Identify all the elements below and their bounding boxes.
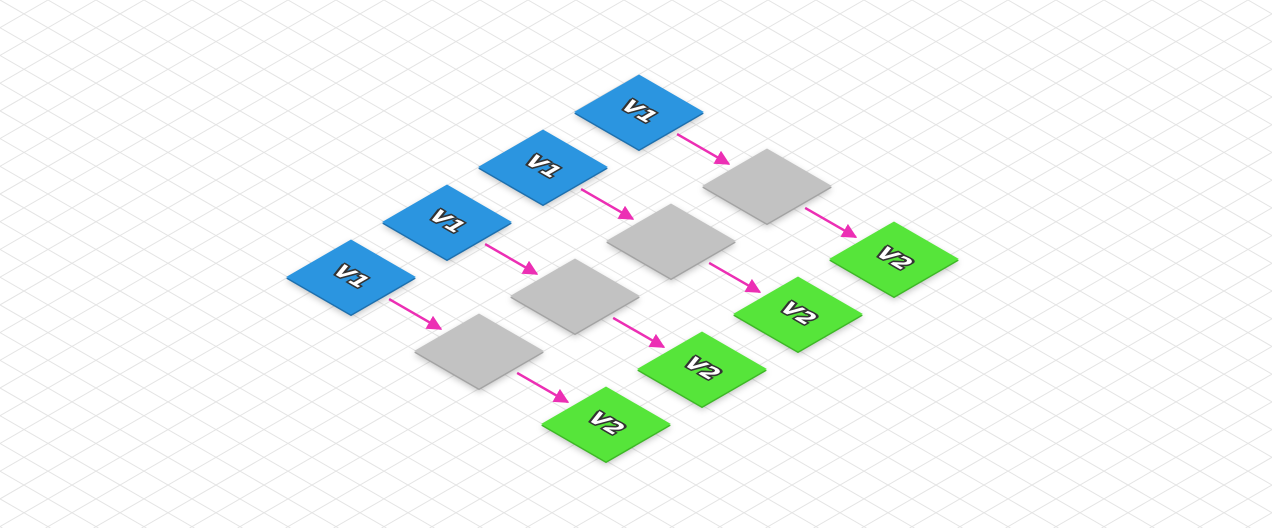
- intermediate-tile[interactable]: [414, 313, 544, 389]
- target-tile-label: V2: [772, 299, 824, 329]
- grid-line: [717, 207, 1272, 528]
- flow-arrow: [484, 242, 539, 276]
- target-tile[interactable]: V2: [541, 386, 671, 462]
- flow-arrow: [708, 261, 762, 294]
- grid-line: [527, 0, 1272, 431]
- grid-line: [1007, 0, 1272, 154]
- grid-line: [621, 151, 1272, 528]
- grid-line: [93, 0, 1009, 528]
- grid-line: [1103, 0, 1272, 98]
- grid-line: [335, 0, 1251, 528]
- grid-line: [861, 290, 1272, 528]
- grid-line: [525, 96, 1272, 528]
- target-tile[interactable]: V2: [637, 331, 767, 407]
- grid-line: [959, 0, 1272, 181]
- grid-line: [815, 0, 1272, 264]
- grid-line: [0, 0, 915, 528]
- grid-line: [0, 0, 241, 140]
- grid-line: [0, 0, 865, 500]
- grid-line: [767, 0, 1272, 292]
- intermediate-tile[interactable]: [606, 203, 736, 279]
- grid-line: [1101, 429, 1272, 528]
- target-tile-label: V2: [676, 354, 728, 384]
- grid-line: [719, 0, 1272, 320]
- flow-arrow: [676, 132, 731, 166]
- grid-line: [863, 0, 1272, 237]
- grid-line: [0, 387, 243, 528]
- grid-line: [0, 0, 337, 195]
- grid-line: [143, 0, 1059, 528]
- grid-line: [765, 235, 1272, 528]
- intermediate-tile[interactable]: [510, 258, 640, 334]
- grid-line: [47, 0, 963, 528]
- flow-arrow: [612, 316, 666, 349]
- intermediate-tile[interactable]: [702, 148, 832, 224]
- grid-line: [957, 345, 1272, 528]
- target-tile[interactable]: V2: [733, 276, 863, 352]
- grid-line: [0, 165, 627, 528]
- grid-line: [0, 0, 673, 389]
- grid-line: [0, 137, 675, 528]
- grid-line: [0, 359, 291, 528]
- target-tile[interactable]: V2: [829, 221, 959, 297]
- grid-line: [0, 0, 289, 167]
- grid-line: [575, 0, 1272, 403]
- source-tile[interactable]: V1: [286, 239, 416, 315]
- grid-line: [813, 262, 1272, 528]
- grid-line: [0, 0, 913, 528]
- grid-line: [0, 276, 435, 528]
- grid-line: [285, 0, 1201, 528]
- flow-arrow: [388, 297, 443, 331]
- grid-line: [0, 221, 531, 528]
- source-tile-label: V1: [421, 207, 473, 237]
- grid-line: [911, 0, 1272, 209]
- grid-line: [95, 0, 1011, 528]
- grid-line: [0, 193, 579, 528]
- grid-line: [573, 124, 1272, 528]
- source-tile[interactable]: V1: [574, 74, 704, 150]
- source-tile-label: V1: [613, 97, 665, 127]
- grid-line: [1053, 401, 1272, 528]
- grid-line: [0, 0, 433, 251]
- grid-line: [0, 0, 721, 417]
- grid-line: [0, 0, 193, 112]
- grid-line: [287, 0, 1203, 528]
- grid-line: [141, 0, 1057, 528]
- grid-line: [45, 0, 961, 528]
- flow-arrows: [388, 132, 858, 404]
- grid-line: [0, 27, 867, 528]
- flow-arrow: [580, 187, 635, 221]
- grid-line: [623, 0, 1272, 375]
- grid-line: [1055, 0, 1272, 126]
- grid-line: [0, 0, 529, 306]
- grid-line: [1005, 373, 1272, 528]
- source-tile[interactable]: V1: [478, 129, 608, 205]
- flow-arrow: [516, 371, 570, 404]
- source-tile[interactable]: V1: [382, 184, 512, 260]
- grid-line: [0, 0, 577, 334]
- grid-line: [0, 304, 387, 528]
- grid-line: [0, 415, 195, 528]
- flow-arrow: [804, 206, 858, 239]
- grid-line: [0, 0, 625, 361]
- grid-line: [671, 0, 1272, 348]
- grid-line: [0, 0, 481, 278]
- grid-line: [333, 0, 1249, 528]
- grid-line: [0, 248, 483, 528]
- source-tile-label: V1: [325, 262, 377, 292]
- target-tile-label: V2: [580, 409, 632, 439]
- grid-line: [239, 0, 1155, 528]
- grid-line: [0, 0, 385, 223]
- grid-line: [669, 179, 1272, 528]
- source-tile-label: V1: [517, 152, 569, 182]
- grid-line: [0, 332, 339, 528]
- target-tile-label: V2: [868, 244, 920, 274]
- grid-line: [909, 318, 1272, 528]
